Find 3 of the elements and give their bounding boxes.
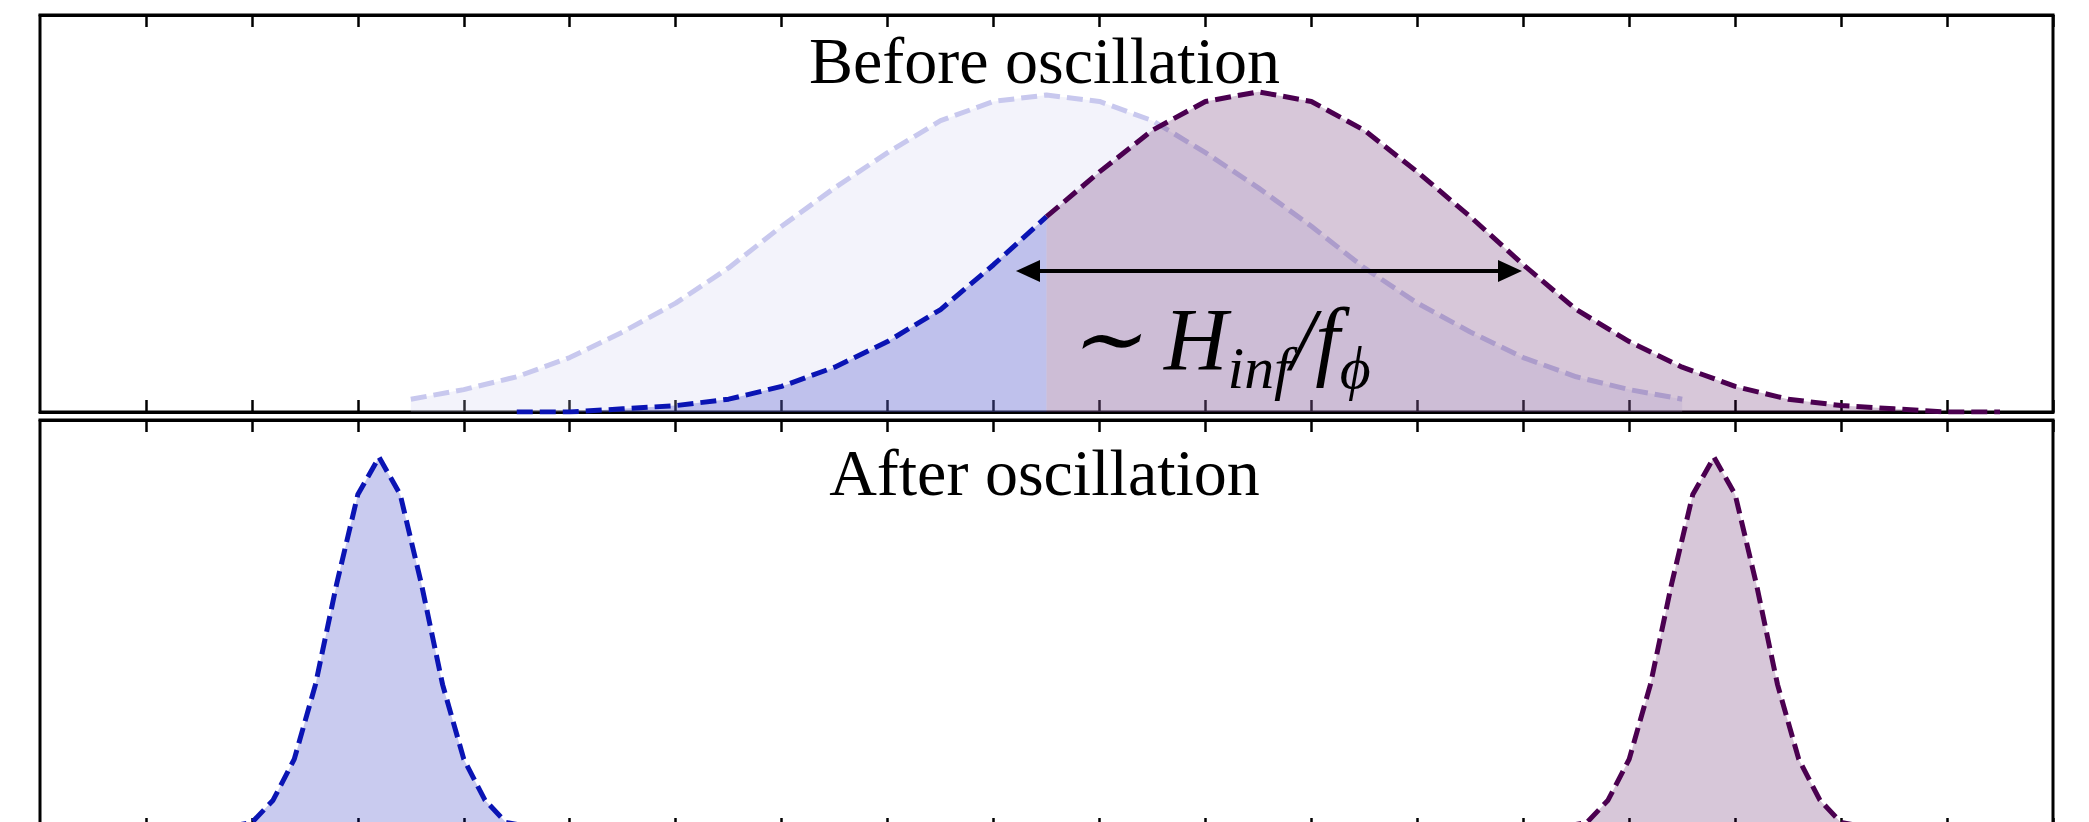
- chart-title: After oscillation: [829, 435, 1260, 509]
- annotation: ∼ H$_{inf}$/f$_{ϕ}$: [1068, 291, 1371, 401]
- chart-title: Before oscillation: [808, 23, 1281, 97]
